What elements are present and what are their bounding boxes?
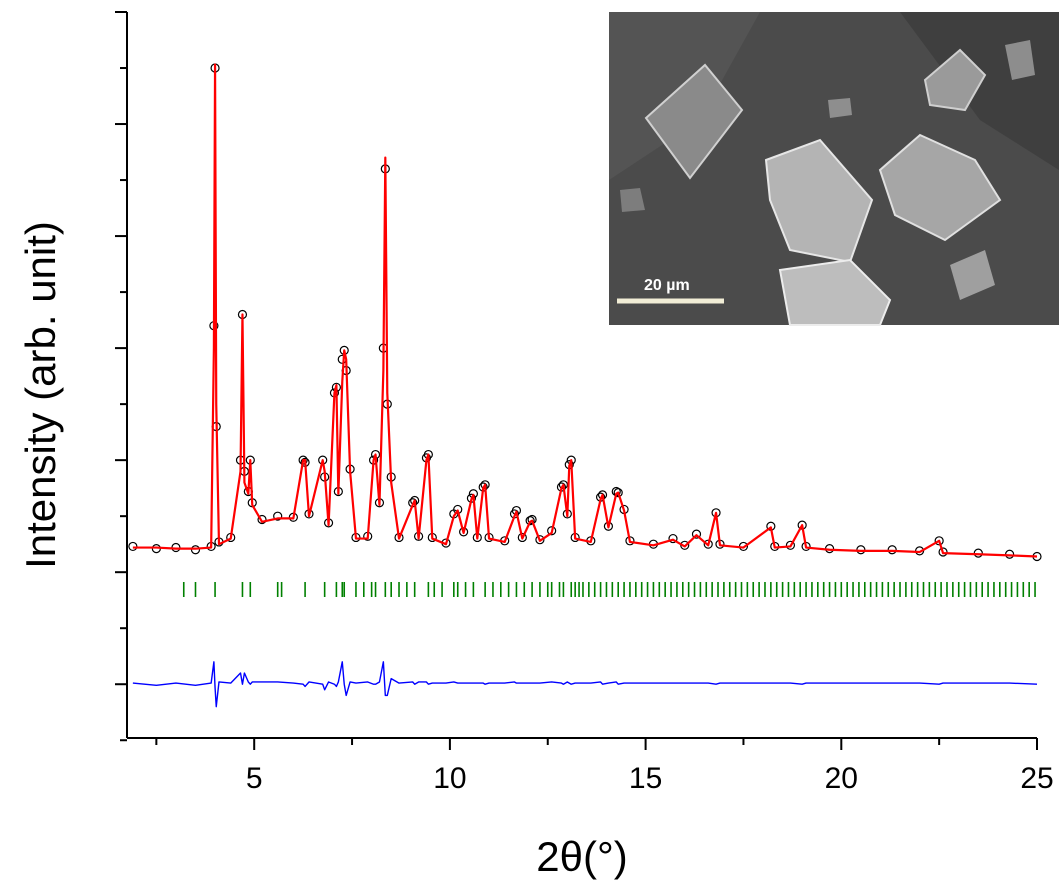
inset-crystal bbox=[950, 250, 995, 300]
observed-point bbox=[938, 547, 948, 557]
inset-crystal bbox=[620, 188, 645, 212]
inset-crystal bbox=[923, 48, 987, 112]
observed-point bbox=[703, 539, 713, 549]
observed-point bbox=[934, 536, 944, 546]
x-tick-label: 20 bbox=[825, 762, 858, 795]
x-tick-label: 10 bbox=[433, 762, 466, 795]
y-axis-label: Intensity (arb. unit) bbox=[17, 221, 64, 569]
observed-point bbox=[785, 540, 796, 550]
plot-area: 5 10 15 20 25 bbox=[115, 11, 1054, 795]
observed-point bbox=[613, 488, 623, 498]
scale-bar-label: 20 µm bbox=[644, 277, 690, 294]
x-tick-label: 5 bbox=[246, 762, 263, 795]
series-line bbox=[132, 661, 1038, 708]
series-line bbox=[132, 63, 1038, 558]
observed-point bbox=[668, 533, 678, 544]
observed-point bbox=[525, 516, 535, 526]
observed-point bbox=[547, 526, 557, 536]
inset-crystal bbox=[878, 133, 1002, 242]
sem-inset: 20 µm bbox=[609, 12, 1059, 326]
observed-point bbox=[257, 514, 267, 525]
x-tick-label: 15 bbox=[629, 762, 662, 795]
observed-point bbox=[190, 545, 201, 555]
observed-point bbox=[535, 535, 545, 545]
observed-point bbox=[691, 529, 702, 539]
inset-crystal bbox=[644, 63, 744, 180]
inset-crystal bbox=[1005, 40, 1035, 80]
observed-point bbox=[128, 541, 138, 552]
observed-point bbox=[887, 545, 897, 555]
observed-point bbox=[273, 511, 283, 521]
inset-crystal bbox=[778, 258, 892, 326]
x-tick-label: 25 bbox=[1020, 762, 1053, 795]
observed-point bbox=[459, 527, 469, 537]
inset-crystal bbox=[828, 98, 852, 118]
x-axis-label: 2θ(°) bbox=[536, 833, 628, 880]
